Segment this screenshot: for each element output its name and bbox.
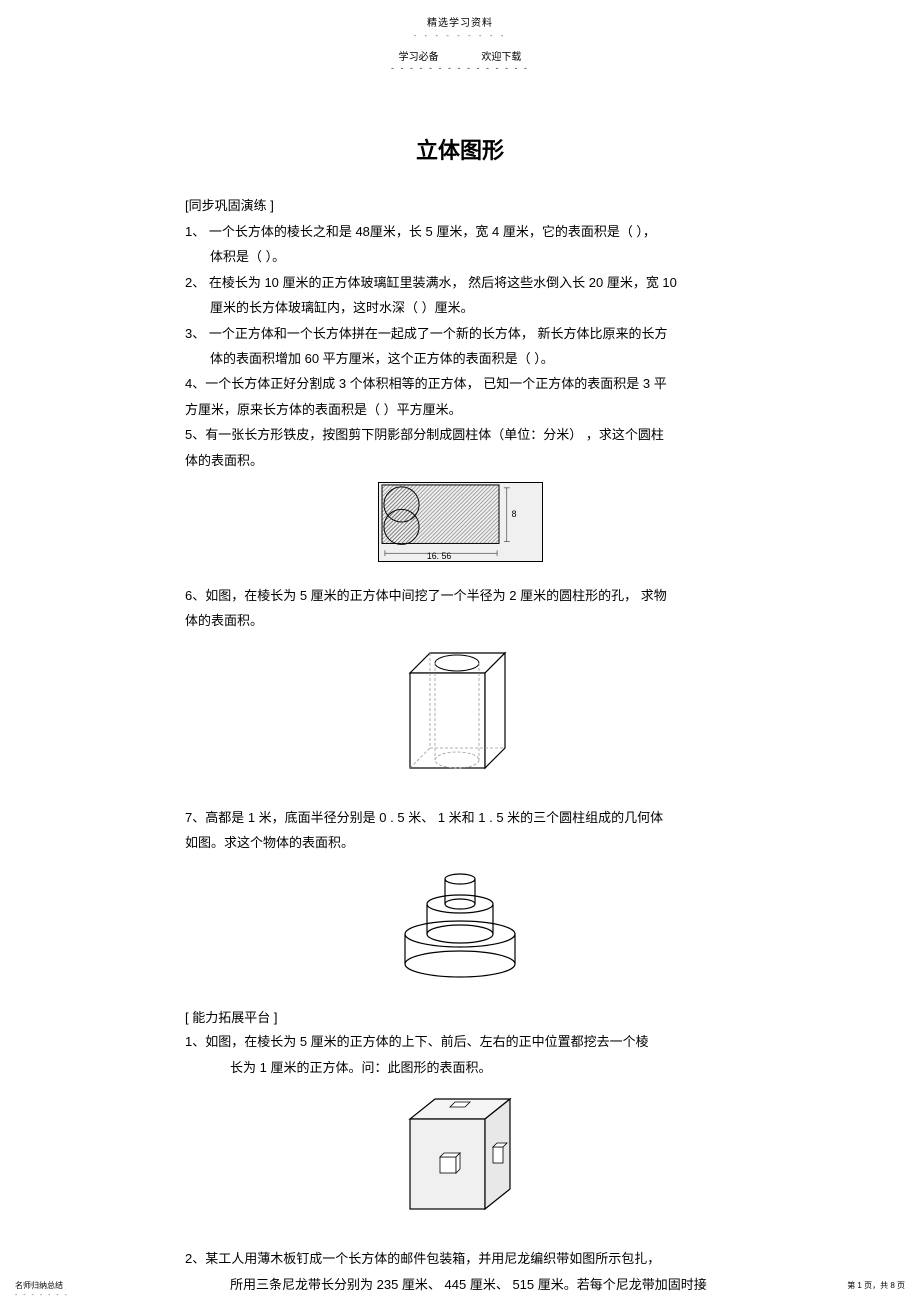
section-b-heading: [ 能力拓展平台 ] bbox=[185, 1007, 735, 1026]
figure-2 bbox=[390, 643, 530, 783]
question-4b: 方厘米，原来长方体的表面积是（ ）平方厘米。 bbox=[185, 398, 735, 421]
section-b-q1: 1、如图，在棱长为 5 厘米的正方体的上下、前后、左右的正中位置都挖去一个棱 bbox=[185, 1030, 735, 1053]
figure-1: 8 16. 56 bbox=[378, 482, 543, 562]
figure-4 bbox=[395, 1089, 525, 1224]
figure-2-container bbox=[185, 643, 735, 788]
question-2b: 厘米的长方体玻璃缸内，这时水深（ ）厘米。 bbox=[185, 296, 735, 319]
section-b-q2: 2、某工人用薄木板钉成一个长方体的邮件包装箱，并用尼龙编织带如图所示包扎， bbox=[185, 1247, 735, 1270]
figure-3-container bbox=[185, 864, 735, 989]
header-top-text: 精选学习资料 bbox=[0, 0, 920, 29]
header-dashes: - - - - - - - - - - - - - - - bbox=[0, 63, 920, 73]
question-6: 6、如图，在棱长为 5 厘米的正方体中间挖了一个半径为 2 厘米的圆柱形的孔， … bbox=[185, 584, 735, 607]
figure-3 bbox=[383, 864, 538, 984]
question-3: 3、 一个正方体和一个长方体拼在一起成了一个新的长方体， 新长方体比原来的长方 bbox=[185, 322, 735, 345]
question-4: 4、一个长方体正好分割成 3 个体积相等的正方体， 已知一个正方体的表面积是 3… bbox=[185, 372, 735, 395]
figure-1-container: 8 16. 56 bbox=[185, 482, 735, 566]
header-sub-right: 欢迎下载 bbox=[481, 52, 521, 63]
question-7: 7、高都是 1 米，底面半径分别是 0 . 5 米、 1 米和 1 . 5 米的… bbox=[185, 806, 735, 829]
question-2: 2、 在棱长为 10 厘米的正方体玻璃缸里装满水， 然后将这些水倒入长 20 厘… bbox=[185, 271, 735, 294]
section-b-q1b: 长为 1 厘米的正方体。问：此图形的表面积。 bbox=[185, 1056, 735, 1079]
fig1-width-label: 16. 56 bbox=[426, 551, 450, 561]
question-5: 5、有一张长方形铁皮，按图剪下阴影部分制成圆柱体（单位：分米） ，求这个圆柱 bbox=[185, 423, 735, 446]
header-sub-left: 学习必备 bbox=[399, 52, 439, 63]
section-a-heading: [同步巩固演练 ] bbox=[185, 195, 735, 214]
question-7b: 如图。求这个物体的表面积。 bbox=[185, 831, 735, 854]
question-1b: 体积是（ ）。 bbox=[185, 245, 735, 268]
fig1-height-label: 8 bbox=[511, 509, 516, 519]
footer-right: 第 1 页，共 8 页 bbox=[847, 1280, 905, 1291]
header-sub: 学习必备 欢迎下载 bbox=[0, 48, 920, 63]
question-1: 1、 一个长方体的棱长之和是 48厘米，长 5 厘米，宽 4 厘米，它的表面积是… bbox=[185, 220, 735, 243]
question-6b: 体的表面积。 bbox=[185, 609, 735, 632]
question-5b: 体的表面积。 bbox=[185, 449, 735, 472]
footer-left-dashes: - - - - - - - bbox=[15, 1292, 69, 1299]
main-content: 立体图形 [同步巩固演练 ] 1、 一个长方体的棱长之和是 48厘米，长 5 厘… bbox=[0, 133, 920, 1296]
section-b-q2b: 所用三条尼龙带长分别为 235 厘米、 445 厘米、 515 厘米。若每个尼龙… bbox=[185, 1273, 735, 1296]
footer-left: 名师归纳总结 bbox=[15, 1280, 63, 1291]
figure-4-container bbox=[185, 1089, 735, 1229]
page-title: 立体图形 bbox=[185, 133, 735, 165]
question-3b: 体的表面积增加 60 平方厘米，这个正方体的表面积是（ ）。 bbox=[185, 347, 735, 370]
header-dashes-small: - - - - - - - - - bbox=[0, 31, 920, 40]
